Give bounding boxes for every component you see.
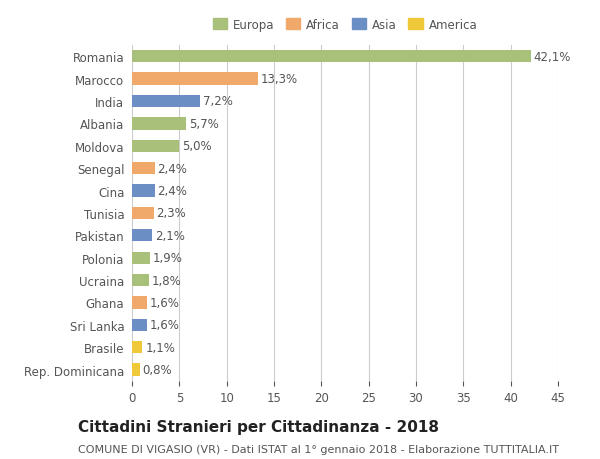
Bar <box>132 364 140 376</box>
Text: 7,2%: 7,2% <box>203 95 233 108</box>
Bar <box>132 207 154 219</box>
Bar <box>132 341 142 353</box>
Text: 13,3%: 13,3% <box>261 73 298 86</box>
Text: 1,6%: 1,6% <box>150 319 180 331</box>
Text: COMUNE DI VIGASIO (VR) - Dati ISTAT al 1° gennaio 2018 - Elaborazione TUTTITALIA: COMUNE DI VIGASIO (VR) - Dati ISTAT al 1… <box>78 444 559 454</box>
Bar <box>132 319 147 331</box>
Text: 2,1%: 2,1% <box>155 230 185 242</box>
Bar <box>132 162 155 175</box>
Text: 0,8%: 0,8% <box>142 364 172 376</box>
Text: 5,7%: 5,7% <box>189 118 218 130</box>
Bar <box>132 118 186 130</box>
Text: 1,9%: 1,9% <box>153 252 183 264</box>
Text: 1,6%: 1,6% <box>150 297 180 309</box>
Bar <box>132 185 155 197</box>
Bar <box>132 95 200 108</box>
Legend: Europa, Africa, Asia, America: Europa, Africa, Asia, America <box>209 15 481 35</box>
Bar <box>132 297 147 309</box>
Text: 2,4%: 2,4% <box>158 162 187 175</box>
Bar <box>132 252 150 264</box>
Text: Cittadini Stranieri per Cittadinanza - 2018: Cittadini Stranieri per Cittadinanza - 2… <box>78 419 439 434</box>
Bar <box>132 73 258 85</box>
Text: 5,0%: 5,0% <box>182 140 212 153</box>
Text: 2,4%: 2,4% <box>158 185 187 197</box>
Bar <box>132 140 179 152</box>
Bar <box>132 230 152 242</box>
Text: 42,1%: 42,1% <box>533 50 571 63</box>
Bar <box>132 274 149 286</box>
Text: 1,8%: 1,8% <box>152 274 182 287</box>
Bar <box>132 51 530 63</box>
Text: 2,3%: 2,3% <box>157 207 187 220</box>
Text: 1,1%: 1,1% <box>145 341 175 354</box>
